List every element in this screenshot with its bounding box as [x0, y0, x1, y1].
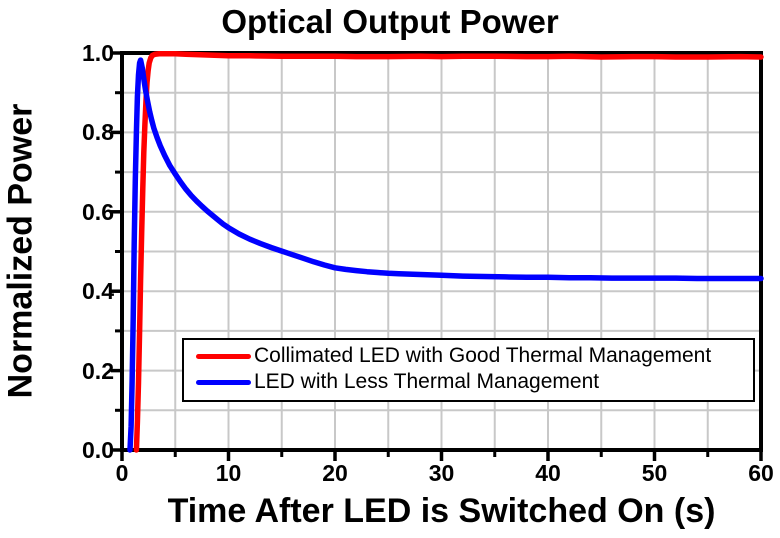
chart-title: Optical Output Power: [221, 3, 559, 40]
x-tick-label: 40: [535, 460, 561, 486]
red-line-swatch-icon: [196, 353, 251, 359]
y-tick-label: 0.2: [82, 357, 114, 384]
plot-frame: [120, 51, 763, 452]
legend-entry-collimated-led: Collimated LED with Good Thermal Managem…: [184, 343, 753, 369]
legend-label: LED with Less Thermal Management: [254, 370, 600, 393]
x-tick-label: 10: [215, 460, 242, 486]
y-tick-label: 0.0: [82, 437, 114, 463]
x-tick-label: 20: [322, 460, 348, 486]
x-axis-label: Time After LED is Switched On (s): [167, 492, 716, 530]
legend-entry-less-thermal-led: LED with Less Thermal Management: [184, 369, 753, 395]
y-tick-label: 1.0: [82, 40, 114, 66]
x-tick-label: 0: [115, 460, 129, 486]
y-tick-label: 0.6: [82, 198, 114, 225]
y-tick-label: 0.8: [82, 119, 114, 146]
series-line-1: [127, 57, 764, 453]
legend-box: Collimated LED with Good Thermal Managem…: [182, 338, 755, 402]
y-tick-label: 0.4: [82, 278, 114, 305]
legend-label: Collimated LED with Good Thermal Managem…: [254, 344, 712, 367]
x-tick-label: 60: [748, 460, 774, 486]
x-tick-label: 50: [641, 460, 668, 486]
blue-line-swatch-icon: [196, 379, 251, 385]
x-tick-label: 30: [428, 460, 455, 486]
series-line-0: [133, 51, 764, 453]
